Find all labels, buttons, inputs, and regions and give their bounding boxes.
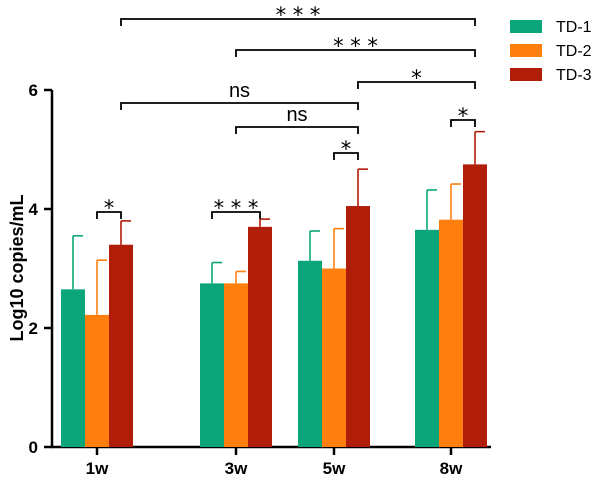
bar bbox=[61, 289, 85, 447]
x-tick-label: 8w bbox=[440, 459, 463, 478]
y-tick-label: 0 bbox=[29, 438, 38, 457]
bars-group bbox=[61, 130, 487, 447]
significance-label: * bbox=[458, 104, 469, 128]
bar bbox=[415, 229, 439, 447]
bar bbox=[439, 219, 463, 447]
bar bbox=[200, 283, 224, 447]
y-tick-label: 6 bbox=[29, 81, 38, 100]
y-axis-title: Log10 copies/mL bbox=[7, 194, 27, 341]
legend: TD-1 TD-2 TD-3 bbox=[510, 19, 592, 84]
bar bbox=[298, 260, 322, 447]
bar bbox=[463, 164, 487, 447]
x-ticks: 1w 3w 5w 8w bbox=[86, 447, 463, 478]
significance-annotations: * * * * * * ns ns * * * * * * * bbox=[96, 3, 476, 220]
significance-label: ns bbox=[286, 104, 307, 126]
significance-bracket bbox=[450, 119, 476, 127]
x-tick-label: 1w bbox=[86, 459, 109, 478]
significance-bracket bbox=[120, 102, 359, 110]
bar bbox=[85, 314, 109, 447]
significance-bracket bbox=[357, 81, 476, 89]
significance-label: * bbox=[411, 66, 422, 90]
significance-bracket bbox=[211, 211, 261, 219]
bar bbox=[248, 226, 272, 447]
significance-bracket bbox=[235, 49, 476, 57]
significance-label: * bbox=[341, 137, 352, 161]
bar bbox=[224, 283, 248, 447]
x-tick-label: 3w bbox=[225, 459, 248, 478]
significance-bracket bbox=[120, 18, 476, 26]
significance-label: * * * bbox=[333, 34, 378, 58]
y-tick-label: 2 bbox=[29, 319, 38, 338]
bar bbox=[322, 268, 346, 447]
legend-label: TD-1 bbox=[556, 19, 592, 36]
y-tick-label: 4 bbox=[29, 200, 39, 219]
legend-swatch bbox=[510, 20, 542, 33]
significance-bracket bbox=[333, 152, 359, 160]
legend-label: TD-3 bbox=[556, 67, 592, 84]
significance-label: ns bbox=[229, 80, 250, 102]
y-ticks: 0 2 4 6 bbox=[29, 81, 52, 457]
x-tick-label: 5w bbox=[323, 459, 346, 478]
legend-label: TD-2 bbox=[556, 43, 592, 60]
significance-label: * bbox=[104, 196, 115, 220]
significance-label: * * * bbox=[276, 3, 321, 27]
significance-label: * * * bbox=[214, 196, 259, 220]
legend-swatch bbox=[510, 68, 542, 81]
significance-bracket bbox=[96, 211, 122, 219]
bar bbox=[109, 244, 133, 447]
legend-swatch bbox=[510, 44, 542, 57]
bar bbox=[346, 206, 370, 447]
significance-bracket bbox=[235, 126, 359, 134]
